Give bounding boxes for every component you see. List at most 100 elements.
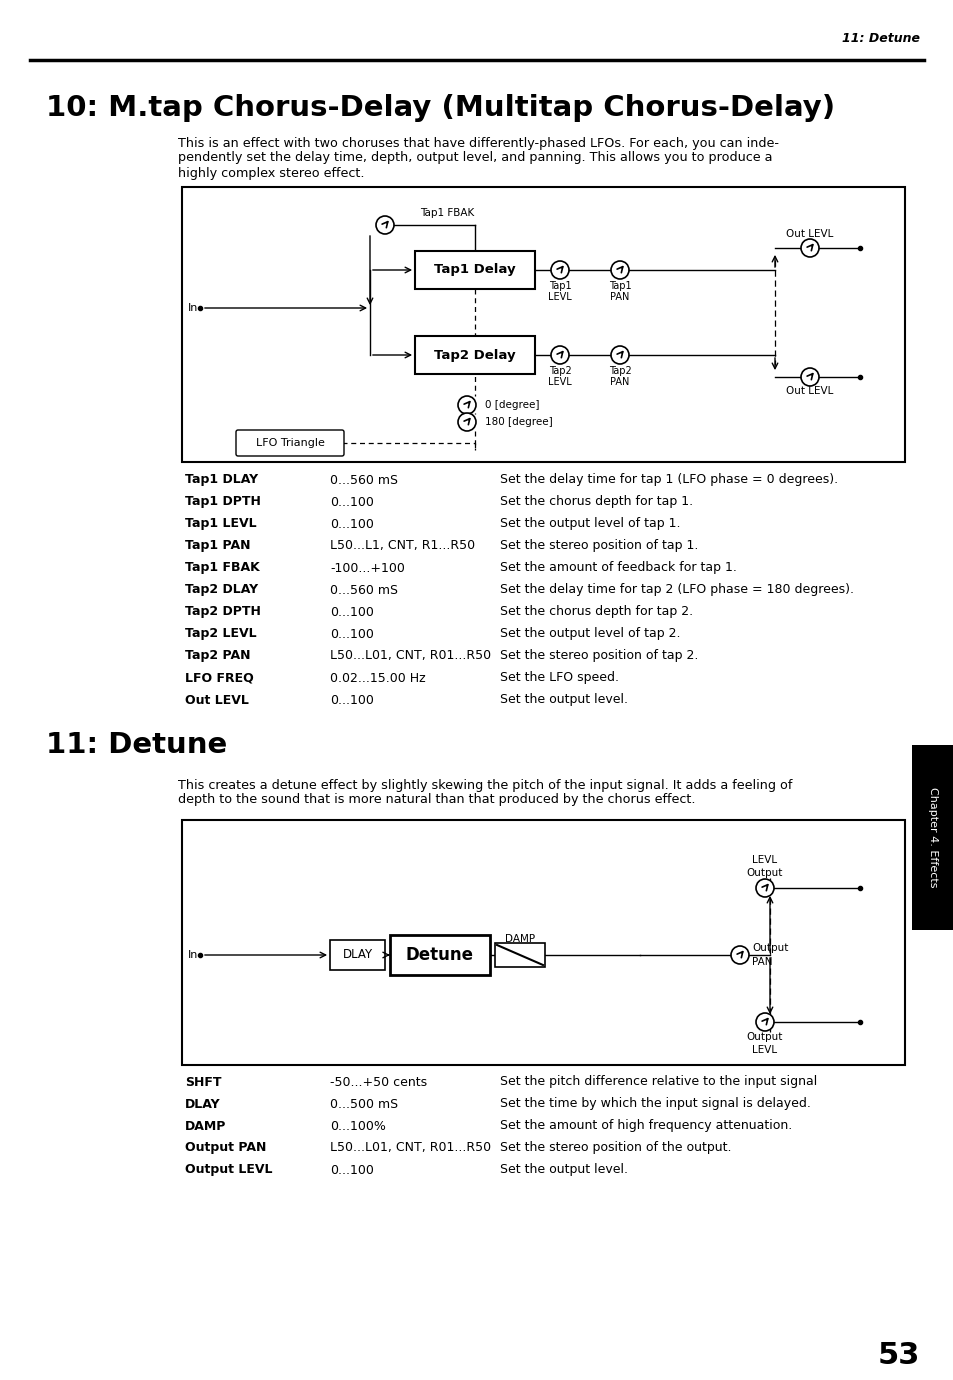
Text: DLAY: DLAY [342,948,373,962]
Circle shape [610,261,628,279]
Text: Set the delay time for tap 2 (LFO phase = 180 degrees).: Set the delay time for tap 2 (LFO phase … [499,584,853,596]
Text: Tap1 Delay: Tap1 Delay [434,264,516,276]
Bar [330,940,385,970]
Text: 10: M.tap Chorus-Delay (Multitap Chorus-Delay): 10: M.tap Chorus-Delay (Multitap Chorus-… [46,94,834,121]
Text: LEVL: LEVL [548,377,571,386]
Text: Set the chorus depth for tap 2.: Set the chorus depth for tap 2. [499,606,693,618]
Text: Tap1 PAN: Tap1 PAN [185,540,251,552]
Text: Set the stereo position of tap 1.: Set the stereo position of tap 1. [499,540,698,552]
Text: PAN: PAN [610,377,629,386]
Circle shape [551,346,568,364]
Circle shape [755,1013,773,1031]
Text: L50...L1, CNT, R1...R50: L50...L1, CNT, R1...R50 [330,540,475,552]
FancyBboxPatch shape [235,431,344,455]
Text: Chapter 4. Effects: Chapter 4. Effects [927,787,937,887]
Text: Set the output level of tap 2.: Set the output level of tap 2. [499,628,679,640]
Text: Tap2 LEVL: Tap2 LEVL [185,628,256,640]
Text: 0...100: 0...100 [330,694,374,707]
Text: Set the output level.: Set the output level. [499,694,627,707]
Circle shape [375,217,394,235]
Text: SHFT: SHFT [185,1075,221,1089]
Text: Out LEVL: Out LEVL [785,386,833,396]
Text: depth to the sound that is more natural than that produced by the chorus effect.: depth to the sound that is more natural … [178,793,695,806]
Text: pendently set the delay time, depth, output level, and panning. This allows you : pendently set the delay time, depth, out… [178,152,772,164]
Text: 180 [degree]: 180 [degree] [484,417,552,426]
Text: LFO Triangle: LFO Triangle [255,437,324,448]
Text: LEVL: LEVL [548,293,571,302]
Text: 0...560 mS: 0...560 mS [330,584,397,596]
Text: Tap2 DLAY: Tap2 DLAY [185,584,258,596]
Text: Set the delay time for tap 1 (LFO phase = 0 degrees).: Set the delay time for tap 1 (LFO phase … [499,473,838,487]
Circle shape [755,879,773,897]
Text: 0...100%: 0...100% [330,1119,385,1133]
Circle shape [801,239,818,257]
Text: DAMP: DAMP [504,934,535,944]
Bar [182,820,904,1065]
Text: PAN: PAN [751,956,772,967]
Text: Set the stereo position of the output.: Set the stereo position of the output. [499,1141,731,1155]
Text: highly complex stereo effect.: highly complex stereo effect. [178,167,364,179]
Text: -100...+100: -100...+100 [330,562,404,574]
Text: Tap1 FBAK: Tap1 FBAK [420,208,475,218]
Bar [495,943,544,967]
Text: L50...L01, CNT, R01...R50: L50...L01, CNT, R01...R50 [330,650,491,662]
Text: Out LEVL: Out LEVL [185,694,249,707]
Text: This is an effect with two choruses that have differently-phased LFOs. For each,: This is an effect with two choruses that… [178,137,779,149]
Text: Tap2 DPTH: Tap2 DPTH [185,606,260,618]
Circle shape [610,346,628,364]
Text: Set the pitch difference relative to the input signal: Set the pitch difference relative to the… [499,1075,817,1089]
Bar [182,188,904,462]
Bar [390,936,490,976]
Text: In: In [188,949,198,960]
Text: Set the LFO speed.: Set the LFO speed. [499,672,618,684]
Text: Tap2: Tap2 [608,366,631,375]
Text: Tap2 PAN: Tap2 PAN [185,650,251,662]
Text: LEVL: LEVL [752,1045,777,1054]
Text: Output LEVL: Output LEVL [185,1163,273,1177]
Text: 53: 53 [877,1340,919,1369]
Text: DLAY: DLAY [185,1097,220,1111]
Text: Tap1: Tap1 [548,282,571,291]
Text: 0...560 mS: 0...560 mS [330,473,397,487]
Text: 0.02...15.00 Hz: 0.02...15.00 Hz [330,672,425,684]
Text: 11: Detune: 11: Detune [841,32,919,44]
Bar [415,251,535,288]
Text: Set the amount of feedback for tap 1.: Set the amount of feedback for tap 1. [499,562,736,574]
Text: Output: Output [751,943,787,954]
Text: PAN: PAN [610,293,629,302]
Bar [415,335,535,374]
Text: Set the output level.: Set the output level. [499,1163,627,1177]
Text: Tap2 Delay: Tap2 Delay [434,349,516,362]
Text: 0...100: 0...100 [330,495,374,508]
Text: DAMP: DAMP [185,1119,226,1133]
Text: Set the output level of tap 1.: Set the output level of tap 1. [499,518,679,530]
Circle shape [730,947,748,965]
Text: LFO FREQ: LFO FREQ [185,672,253,684]
Text: Tap1: Tap1 [608,282,631,291]
Text: Set the amount of high frequency attenuation.: Set the amount of high frequency attenua… [499,1119,791,1133]
Text: Set the chorus depth for tap 1.: Set the chorus depth for tap 1. [499,495,693,508]
Text: 0...100: 0...100 [330,518,374,530]
Text: 11: Detune: 11: Detune [46,731,227,759]
Circle shape [551,261,568,279]
Bar [911,745,953,930]
Circle shape [457,396,476,414]
Text: 0...100: 0...100 [330,606,374,618]
Text: Set the stereo position of tap 2.: Set the stereo position of tap 2. [499,650,698,662]
Text: Tap2: Tap2 [548,366,571,375]
Text: Tap1 LEVL: Tap1 LEVL [185,518,256,530]
Circle shape [801,368,818,386]
Text: L50...L01, CNT, R01...R50: L50...L01, CNT, R01...R50 [330,1141,491,1155]
Text: Detune: Detune [406,947,474,965]
Text: 0...100: 0...100 [330,628,374,640]
Text: Set the time by which the input signal is delayed.: Set the time by which the input signal i… [499,1097,810,1111]
Text: -50...+50 cents: -50...+50 cents [330,1075,427,1089]
Text: 0...500 mS: 0...500 mS [330,1097,397,1111]
Text: 0 [degree]: 0 [degree] [484,400,539,410]
Text: Output PAN: Output PAN [185,1141,266,1155]
Text: LEVL: LEVL [752,856,777,865]
Text: Tap1 FBAK: Tap1 FBAK [185,562,259,574]
Circle shape [457,413,476,431]
Text: Tap1 DPTH: Tap1 DPTH [185,495,260,508]
Text: This creates a detune effect by slightly skewing the pitch of the input signal. : This creates a detune effect by slightly… [178,778,792,792]
